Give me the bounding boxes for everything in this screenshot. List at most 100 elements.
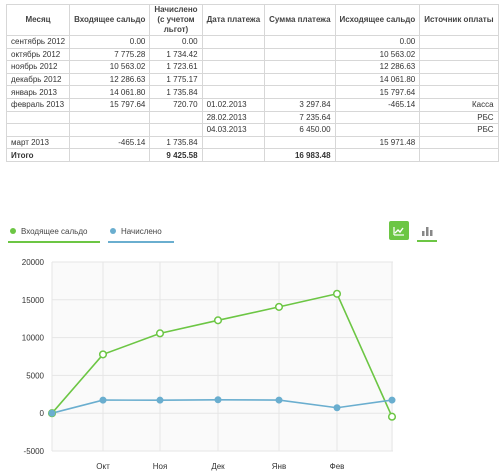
table-cell: 7 235.64 <box>264 110 336 125</box>
x-tick-label: Ноя <box>153 462 168 471</box>
table-cell: 1 723.61 <box>149 60 203 74</box>
table-cell: 720.70 <box>149 97 203 112</box>
table-cell <box>419 85 499 99</box>
table-cell: 1 735.84 <box>149 135 203 150</box>
data-point <box>274 302 284 311</box>
table-cell <box>264 35 336 49</box>
data-point <box>48 409 56 417</box>
table-cell: 14 061.80 <box>69 85 151 99</box>
col-month-header: Месяц <box>5 4 71 36</box>
table-row: январь 2013 14 061.80 1 735.84 15 797.64 <box>5 85 499 99</box>
table-row: ноябрь 2012 10 563.02 1 723.61 12 286.63 <box>5 60 499 74</box>
table-cell: -465.14 <box>69 135 151 150</box>
data-point <box>214 396 222 404</box>
table-header-row: Месяц Входящее сальдо Начислено (с учето… <box>5 4 499 36</box>
col-charged-header: Начислено (с учетом льгот) <box>149 4 203 36</box>
data-point <box>98 350 108 359</box>
table-cell: 28.02.2013 <box>201 110 266 125</box>
table-cell: 0.00 <box>149 35 203 49</box>
table-cell <box>419 135 499 150</box>
table-cell <box>201 148 266 162</box>
table-cell <box>264 47 336 62</box>
table-row: март 2013 -465.14 1 735.84 15 971.48 <box>5 135 499 150</box>
table-cell: 10 563.02 <box>334 47 421 62</box>
col-opening-balance-header: Входящее сальдо <box>69 4 151 36</box>
table-cell: сентябрь 2012 <box>5 35 71 49</box>
table-cell <box>201 72 266 87</box>
bar-chart-toggle-button[interactable] <box>417 221 437 242</box>
bar-toggle-underline <box>417 240 437 242</box>
table-cell: 01.02.2013 <box>201 97 266 112</box>
table-cell <box>69 123 151 137</box>
y-tick-label: 10000 <box>22 334 45 343</box>
table-cell: Итого <box>5 148 71 162</box>
table-cell <box>419 60 499 74</box>
data-point <box>333 404 341 412</box>
table-cell: 16 983.48 <box>264 148 336 162</box>
table-cell: 12 286.63 <box>69 72 151 87</box>
x-tick-label: Янв <box>272 462 286 471</box>
data-point <box>275 396 283 404</box>
table-cell <box>201 60 266 74</box>
table-cell: 04.03.2013 <box>201 123 266 137</box>
table-cell: 15 797.64 <box>69 97 151 112</box>
table-cell <box>334 110 421 125</box>
y-tick-label: 15000 <box>22 296 45 305</box>
table-cell: РБС <box>419 110 499 125</box>
table-cell: январь 2013 <box>5 85 71 99</box>
table-cell <box>419 148 499 162</box>
line-chart-toggle-button[interactable] <box>389 221 409 240</box>
y-tick-label: -5000 <box>24 447 45 456</box>
y-tick-label: 20000 <box>22 258 45 267</box>
table-cell <box>201 85 266 99</box>
table-cell: 15 971.48 <box>334 135 421 150</box>
data-point <box>155 329 165 338</box>
table-cell <box>69 148 151 162</box>
table-cell <box>5 123 71 137</box>
col-closing-balance-header: Исходящее сальдо <box>334 4 421 36</box>
table-cell: 0.00 <box>69 35 151 49</box>
table-cell: 1 775.17 <box>149 72 203 87</box>
tab-opening-balance[interactable]: Входящее сальдо <box>8 224 100 243</box>
data-point <box>99 396 107 404</box>
tab-underline <box>8 241 100 243</box>
green-dot-icon <box>10 228 16 235</box>
table-cell: Касса <box>419 97 499 112</box>
table-cell: март 2013 <box>5 135 71 150</box>
table-cell <box>264 85 336 99</box>
table-cell <box>201 135 266 150</box>
col-payment-amount-header: Сумма платежа <box>264 4 336 36</box>
table-cell <box>264 60 336 74</box>
x-tick-label: Дек <box>211 462 225 471</box>
table-row: 28.02.2013 7 235.64 РБС <box>5 110 499 125</box>
y-tick-label: 5000 <box>26 371 44 380</box>
table-cell <box>419 47 499 62</box>
table-total-row: Итого 9 425.58 16 983.48 <box>5 148 499 162</box>
data-point <box>213 316 223 325</box>
table-row: сентябрь 2012 0.00 0.00 0.00 <box>5 35 499 49</box>
charges-table: Месяц Входящее сальдо Начислено (с учето… <box>5 4 499 162</box>
data-point <box>332 289 342 298</box>
table-row: октябрь 2012 7 775.28 1 734.42 10 563.02 <box>5 47 499 62</box>
table-cell: РБС <box>419 123 499 137</box>
y-tick-label: 0 <box>40 409 45 418</box>
table-cell: -465.14 <box>334 97 421 112</box>
line-chart: 20000 15000 10000 5000 0 -5000 Окт Ноя Дек Янв Фе… <box>22 258 397 471</box>
table-cell <box>69 110 151 125</box>
tab-charged[interactable]: Начислено <box>108 224 174 243</box>
table-cell: декабрь 2012 <box>5 72 71 87</box>
table-cell <box>149 123 203 137</box>
col-payment-date-header: Дата платежа <box>201 4 266 36</box>
table-cell <box>5 110 71 125</box>
table-cell: 0.00 <box>334 35 421 49</box>
table-cell: 12 286.63 <box>334 60 421 74</box>
x-tick-label: Окт <box>96 462 110 471</box>
table-cell: октябрь 2012 <box>5 47 71 62</box>
table-cell <box>149 110 203 125</box>
table-cell <box>201 35 266 49</box>
table-cell: 15 797.64 <box>334 85 421 99</box>
table-cell: 9 425.58 <box>149 148 203 162</box>
table-cell <box>264 72 336 87</box>
table-cell: 14 061.80 <box>334 72 421 87</box>
table-cell: 3 297.84 <box>264 97 336 112</box>
